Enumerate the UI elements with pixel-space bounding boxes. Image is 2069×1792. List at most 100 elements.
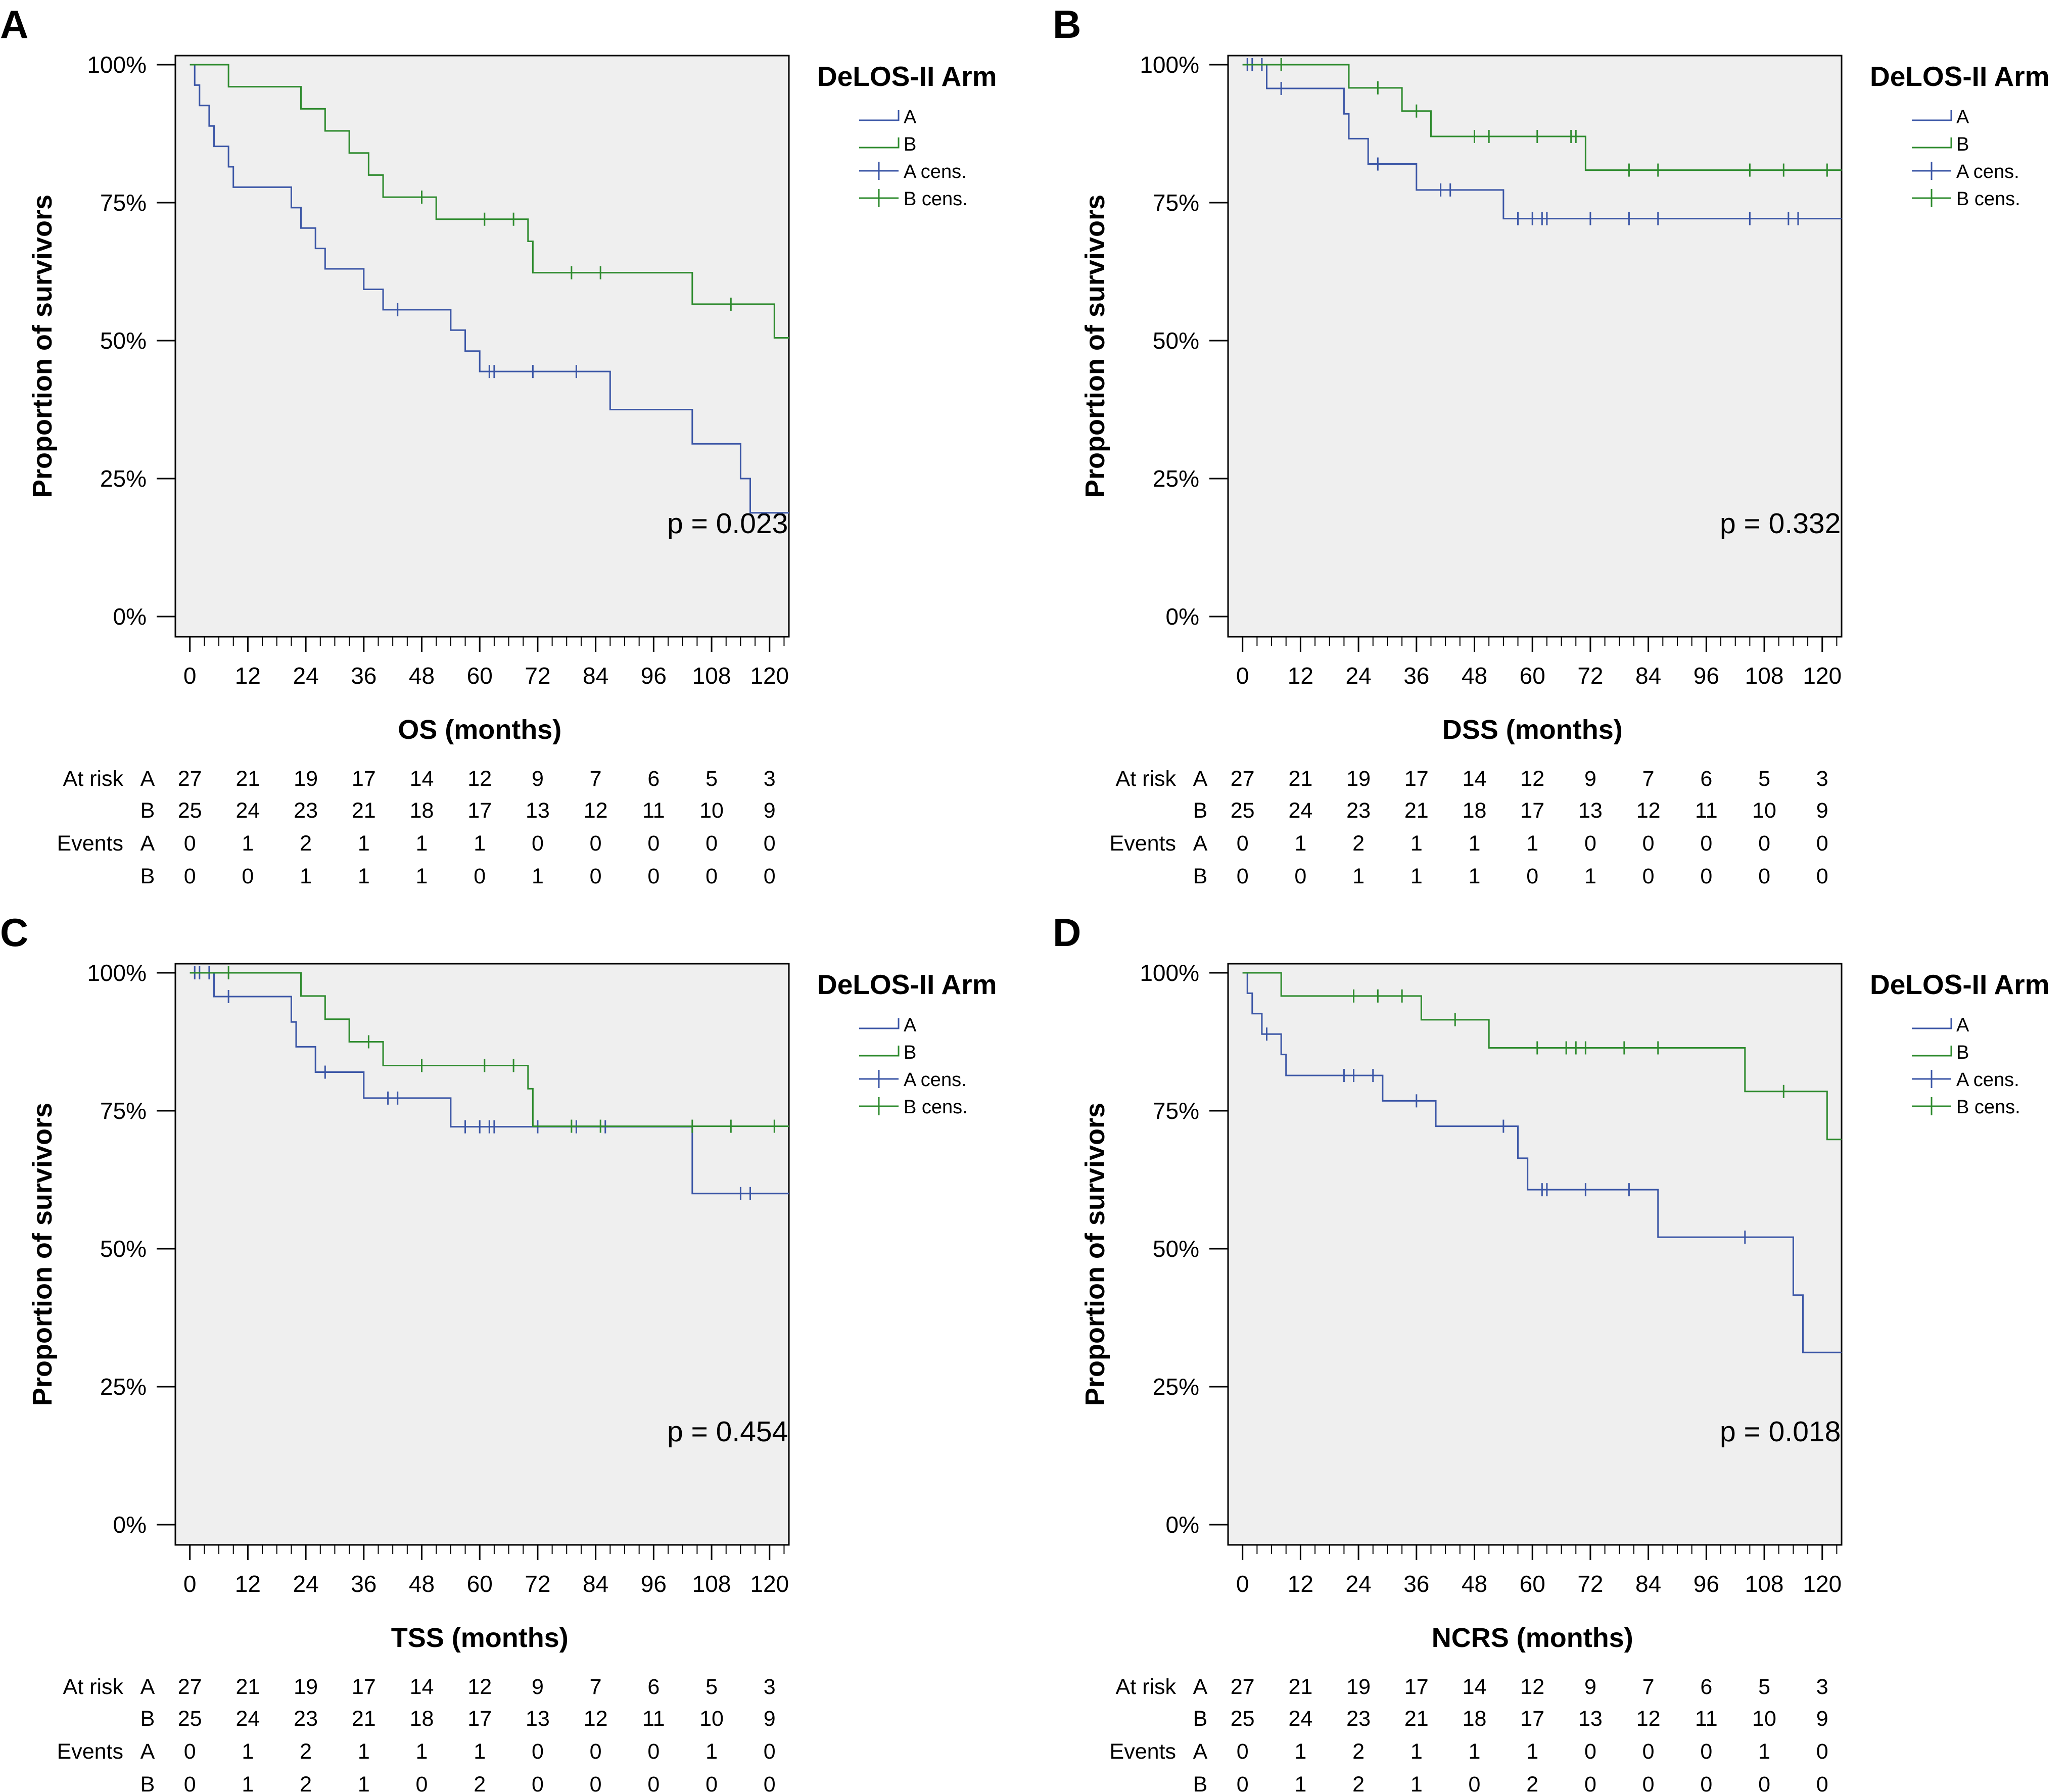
risk-cell: 0 — [1642, 1772, 1655, 1792]
risk-table: At risk A 27 21 19 17 14 12 9 7 6 5 3B 25 24 23 21 18 17 13… — [1110, 1675, 1828, 1792]
y-tick-label: 100% — [1140, 52, 1199, 78]
x-tick-label: 36 — [1403, 1571, 1429, 1597]
x-axis-title: TSS (months) — [391, 1623, 569, 1653]
x-tick-label: 12 — [1288, 1571, 1313, 1597]
y-tick-label: 50% — [100, 327, 147, 354]
plot-area — [174, 963, 790, 1546]
risk-cell: 0 — [1584, 831, 1596, 856]
risk-cell: 3 — [764, 1675, 776, 1699]
risk-cell: 0 — [1816, 864, 1828, 888]
risk-cell: 1 — [706, 1739, 718, 1764]
panel-letter: A — [0, 2, 28, 46]
risk-cell: 1 — [242, 1739, 254, 1764]
risk-cell: 19 — [1346, 1675, 1371, 1699]
risk-cell: 0 — [764, 864, 776, 888]
risk-cell: 18 — [1463, 798, 1487, 823]
p-value: p = 0.454 — [667, 1416, 788, 1448]
risk-cell: 24 — [236, 1707, 260, 1731]
risk-cell: 0 — [184, 831, 196, 856]
risk-cell: 0 — [764, 831, 776, 856]
y-tick-label: 0% — [113, 603, 147, 630]
risk-cell: 12 — [1520, 767, 1544, 791]
risk-cell: 17 — [467, 798, 492, 823]
risk-cell: 7 — [1642, 1675, 1655, 1699]
y-tick-label: 0% — [1166, 1512, 1199, 1538]
legend-label: A cens. — [1956, 1069, 2019, 1091]
risk-cell: 10 — [699, 1707, 724, 1731]
legend-label: B cens. — [1956, 188, 2020, 210]
risk-row-header: At risk — [63, 767, 124, 791]
risk-cell: 2 — [1352, 1739, 1365, 1764]
risk-arm-label: A — [140, 1739, 155, 1764]
legend-label: A cens. — [904, 1069, 967, 1091]
risk-cell: 24 — [1288, 798, 1312, 823]
risk-cell: 0 — [532, 1772, 544, 1792]
risk-cell: 0 — [1758, 1772, 1770, 1792]
y-axis-title: Proportion of survivors — [27, 1103, 58, 1406]
legend-label: B — [904, 134, 916, 155]
risk-cell: 2 — [474, 1772, 486, 1792]
risk-cell: 0 — [1758, 831, 1770, 856]
risk-cell: 13 — [526, 1707, 550, 1731]
x-tick-label: 24 — [293, 1571, 319, 1597]
risk-cell: 1 — [1758, 1739, 1770, 1764]
y-tick-label: 25% — [1153, 1374, 1199, 1400]
risk-cell: 0 — [1237, 831, 1249, 856]
x-tick-label: 120 — [750, 1571, 789, 1597]
x-tick-label: 48 — [1462, 1571, 1487, 1597]
y-tick-label: 25% — [100, 465, 147, 492]
risk-cell: 0 — [1526, 864, 1538, 888]
risk-row-header: Events — [57, 831, 123, 856]
risk-cell: 10 — [699, 798, 724, 823]
risk-cell: 0 — [590, 831, 602, 856]
y-tick-label: 50% — [1153, 1236, 1199, 1262]
risk-cell: 11 — [642, 798, 665, 823]
risk-arm-label: A — [1193, 1675, 1208, 1699]
risk-cell: 12 — [584, 798, 608, 823]
risk-cell: 0 — [532, 831, 544, 856]
legend-title: DeLOS-II Arm — [817, 969, 997, 1000]
risk-cell: 2 — [300, 1739, 312, 1764]
risk-cell: 27 — [178, 1675, 202, 1699]
y-tick-label: 100% — [1140, 960, 1199, 986]
x-axis-title: OS (months) — [398, 715, 561, 745]
risk-cell: 0 — [647, 831, 660, 856]
legend: DeLOS-II Arm AB A cens. B cens. — [817, 969, 997, 1118]
x-tick-label: 108 — [692, 663, 731, 689]
km-panel-b: B0%25%50%75%100%0 12 24 36 48 60 72 84 96 108 120D… — [1053, 2, 2050, 888]
legend: DeLOS-II Arm AB A cens. B cens. — [1870, 61, 2050, 210]
risk-cell: 0 — [184, 1739, 196, 1764]
x-axis-title: NCRS (months) — [1432, 1623, 1633, 1653]
risk-cell: 12 — [584, 1707, 608, 1731]
x-tick-label: 60 — [467, 663, 493, 689]
x-tick-label: 36 — [1403, 663, 1429, 689]
risk-cell: 0 — [590, 1772, 602, 1792]
risk-cell: 0 — [242, 864, 254, 888]
risk-cell: 1 — [1410, 864, 1423, 888]
risk-arm-label: B — [140, 864, 155, 888]
x-tick-label: 0 — [183, 1571, 197, 1597]
x-tick-label: 96 — [1694, 663, 1719, 689]
y-axis-title: Proportion of survivors — [1080, 195, 1110, 498]
plot-area — [174, 55, 790, 638]
risk-cell: 7 — [590, 1675, 602, 1699]
legend-line-symbol — [859, 1018, 900, 1029]
risk-cell: 18 — [410, 798, 434, 823]
risk-cell: 21 — [236, 767, 260, 791]
risk-cell: 0 — [416, 1772, 428, 1792]
legend-label: A cens. — [904, 161, 967, 182]
risk-cell: 25 — [178, 1707, 202, 1731]
x-tick-label: 120 — [1803, 663, 1842, 689]
y-tick-label: 50% — [100, 1236, 147, 1262]
risk-cell: 0 — [1758, 864, 1770, 888]
legend-label: A cens. — [1956, 161, 2019, 182]
risk-cell: 0 — [184, 1772, 196, 1792]
x-tick-label: 84 — [583, 663, 608, 689]
risk-arm-label: B — [140, 798, 155, 823]
risk-cell: 17 — [352, 767, 376, 791]
risk-cell: 2 — [1526, 1772, 1538, 1792]
risk-cell: 1 — [358, 831, 370, 856]
y-tick-label: 100% — [87, 960, 147, 986]
risk-cell: 0 — [764, 1739, 776, 1764]
risk-cell: 21 — [352, 798, 376, 823]
